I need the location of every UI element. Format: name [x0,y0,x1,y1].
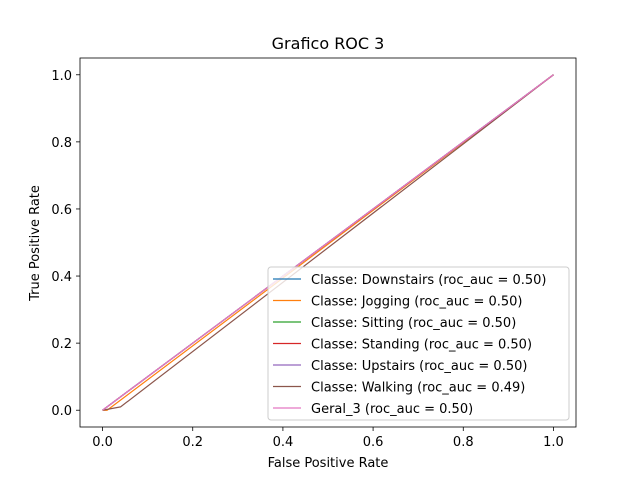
roc-curve-line [102,74,554,411]
y-tick-label: 0.2 [51,337,72,352]
roc-curve-line [102,74,554,411]
y-axis-ticks: 0.0 0.2 0.4 0.6 0.8 1.0 [51,69,80,419]
y-tick-label: 0.8 [51,136,72,151]
series-layer [102,74,554,411]
legend-label: Classe: Downstairs (roc_auc = 0.50) [311,273,547,288]
y-tick-label: 1.0 [51,69,72,84]
legend-label: Classe: Jogging (roc_auc = 0.50) [311,295,523,310]
legend-box [267,266,570,421]
legend-label: Classe: Upstairs (roc_auc = 0.50) [311,359,527,374]
legend-label: Classe: Standing (roc_auc = 0.50) [311,338,532,353]
legend-label: Geral_3 (roc_auc = 0.50) [311,402,473,417]
y-tick-label: 0.6 [51,203,72,218]
plot-border [79,57,577,428]
legend-label: Classe: Walking (roc_auc = 0.49) [311,381,525,396]
x-tick-label: 0.0 [92,435,113,450]
legend-items: Classe: Downstairs (roc_auc = 0.50) Class… [273,273,547,417]
x-tick-label: 0.8 [453,435,474,450]
x-tick-label: 0.4 [273,435,294,450]
chart-title: Grafico ROC 3 [272,34,385,53]
y-tick-label: 0.4 [51,270,72,285]
legend: Classe: Downstairs (roc_auc = 0.50) Class… [267,266,570,421]
x-axis-label: False Positive Rate [268,456,389,471]
legend-label: Classe: Sitting (roc_auc = 0.50) [311,316,516,331]
x-tick-label: 0.2 [182,435,203,450]
y-tick-label: 0.0 [51,404,72,419]
x-axis-ticks: 0.0 0.2 0.4 0.6 0.8 1.0 [92,427,564,450]
x-tick-label: 1.0 [543,435,564,450]
y-axis-label: True Positive Rate [28,185,43,302]
x-tick-label: 0.6 [363,435,384,450]
